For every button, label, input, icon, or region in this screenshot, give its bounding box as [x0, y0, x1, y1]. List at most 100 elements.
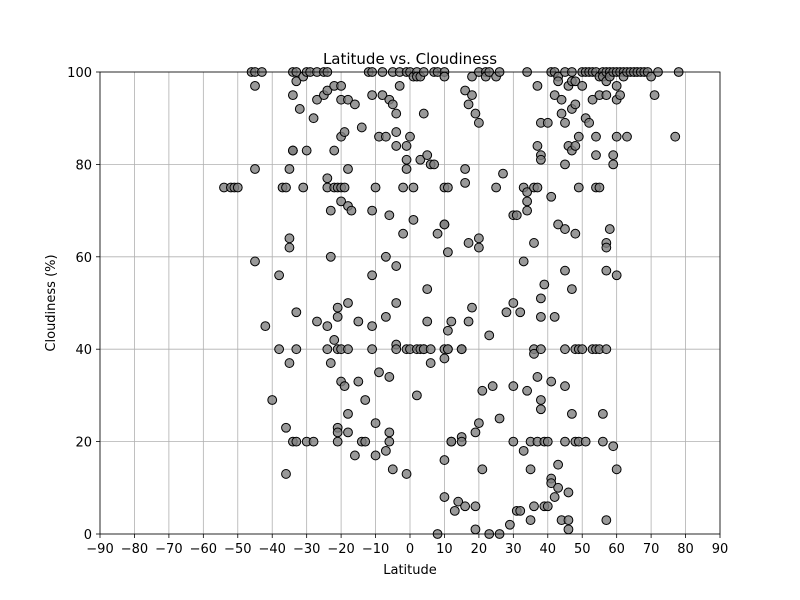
- x-tick-label: 30: [505, 542, 522, 557]
- data-point: [622, 131, 632, 142]
- data-point: [312, 316, 322, 327]
- y-tick-label: 0: [84, 528, 92, 543]
- data-point: [384, 436, 395, 447]
- data-point: [587, 94, 598, 105]
- data-point: [298, 182, 309, 193]
- x-tick-label: 50: [574, 542, 591, 557]
- data-point: [535, 395, 546, 405]
- data-point: [377, 90, 388, 100]
- data-point: [518, 445, 529, 456]
- data-point: [442, 247, 453, 258]
- data-point: [325, 251, 336, 262]
- data-point: [542, 436, 553, 447]
- data-point: [508, 436, 519, 447]
- data-point: [391, 344, 402, 355]
- data-point: [408, 214, 419, 225]
- data-point: [405, 131, 415, 142]
- data-point: [570, 141, 581, 151]
- data-point: [470, 427, 481, 438]
- data-point: [525, 464, 536, 475]
- y-tick-label: 80: [75, 158, 92, 173]
- data-point: [611, 131, 622, 142]
- data-point: [522, 205, 533, 216]
- data-point: [291, 307, 302, 318]
- data-point: [284, 164, 295, 174]
- data-point: [294, 104, 305, 114]
- data-point: [601, 265, 612, 276]
- data-point: [477, 385, 488, 396]
- data-point: [439, 455, 450, 465]
- x-tick-label: −20: [327, 542, 354, 557]
- data-point: [312, 94, 322, 105]
- data-point: [560, 224, 570, 234]
- data-point: [570, 99, 581, 110]
- data-point: [470, 524, 481, 535]
- data-point: [281, 422, 291, 433]
- data-point: [542, 501, 553, 512]
- data-point: [608, 150, 619, 161]
- x-axis-ticks: −90 −80 −70 −60 −50 −40 −30 −20 −10 0 10 20 30 40 50 60…: [86, 534, 728, 557]
- data-point: [411, 390, 422, 401]
- data-point: [591, 131, 601, 142]
- data-point: [498, 168, 508, 179]
- data-point: [367, 90, 378, 100]
- data-point: [563, 487, 574, 498]
- y-axis-ticks: 0 20 40 60 80 100: [67, 66, 100, 543]
- x-tick-label: −50: [224, 542, 251, 557]
- data-point: [473, 233, 484, 244]
- data-point: [473, 242, 484, 253]
- data-point: [487, 381, 498, 392]
- data-point: [343, 408, 353, 419]
- data-point: [611, 464, 622, 475]
- data-point: [401, 469, 412, 479]
- data-point: [308, 113, 319, 124]
- x-tick-label: 20: [471, 542, 488, 557]
- data-point: [473, 418, 484, 429]
- data-point: [322, 344, 333, 355]
- data-point: [336, 196, 347, 207]
- data-point: [535, 154, 546, 165]
- data-point: [463, 99, 474, 110]
- data-point: [546, 376, 557, 387]
- data-point: [446, 436, 457, 447]
- data-point: [367, 270, 378, 281]
- data-point: [380, 311, 391, 322]
- data-point: [546, 478, 557, 489]
- data-point: [591, 150, 601, 161]
- data-point: [343, 344, 353, 355]
- data-point: [367, 321, 378, 332]
- x-tick-label: 0: [406, 542, 414, 557]
- data-point: [508, 381, 519, 392]
- data-point: [535, 311, 546, 322]
- data-point: [287, 145, 298, 156]
- data-point: [367, 344, 378, 355]
- data-point: [439, 353, 450, 364]
- data-point: [274, 270, 285, 281]
- data-point: [577, 344, 588, 355]
- data-point: [291, 436, 302, 447]
- x-tick-label: 70: [643, 542, 660, 557]
- data-point: [425, 344, 436, 355]
- data-point: [560, 436, 570, 447]
- data-point: [284, 233, 295, 244]
- x-tick-label: −60: [190, 542, 217, 557]
- data-point: [401, 141, 412, 151]
- data-point: [429, 159, 440, 170]
- data-point: [560, 159, 570, 170]
- data-point: [577, 80, 588, 91]
- x-tick-label: 40: [540, 542, 557, 557]
- data-point: [356, 122, 367, 133]
- data-point: [387, 99, 398, 110]
- data-point: [439, 71, 450, 82]
- data-point: [401, 164, 412, 174]
- data-point: [553, 76, 564, 87]
- data-point: [380, 445, 391, 456]
- data-point: [250, 256, 260, 267]
- data-point: [508, 298, 519, 308]
- data-point: [370, 418, 381, 429]
- data-point: [453, 496, 464, 507]
- data-point: [308, 436, 319, 447]
- data-point: [391, 141, 402, 151]
- data-point: [387, 464, 398, 475]
- data-point: [349, 450, 360, 461]
